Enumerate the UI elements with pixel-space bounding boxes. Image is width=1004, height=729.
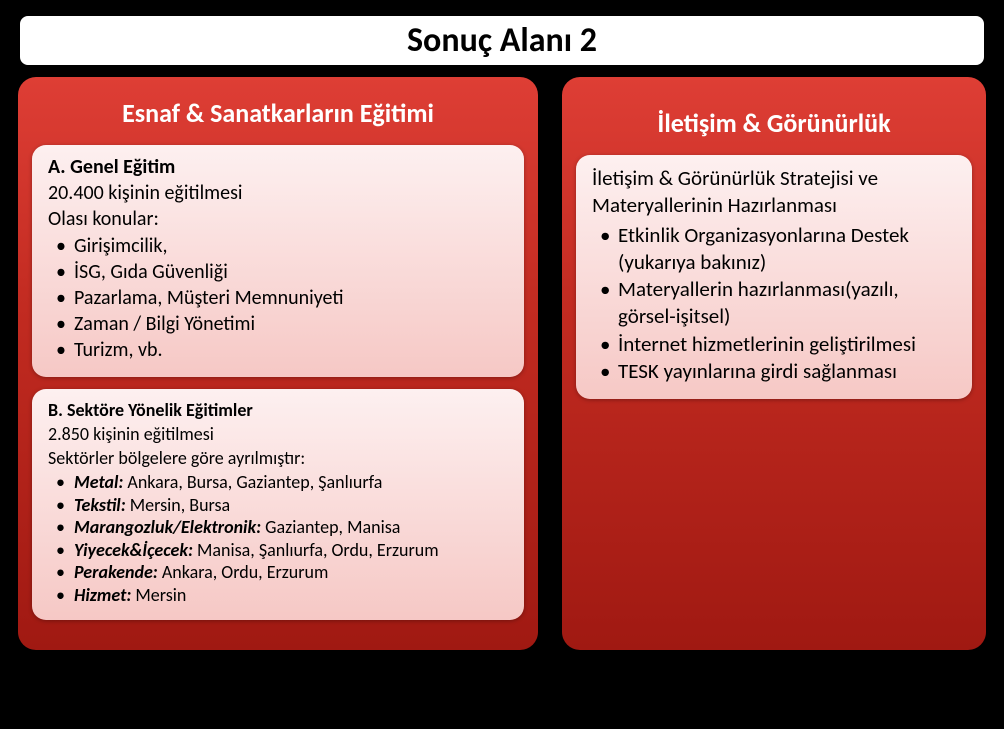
page-title: Sonuç Alanı 2 <box>20 20 984 61</box>
list-item: Etkinlik Organizasyonlarına Destek (yuka… <box>598 222 956 277</box>
sector-text: Mersin <box>131 584 186 606</box>
header-bar: Sonuç Alanı 2 <box>18 14 986 67</box>
sector-item: Perakende: Ankara, Ordu, Erzurum <box>54 561 508 584</box>
sector-text: Manisa, Şanlıurfa, Ordu, Erzurum <box>193 539 439 561</box>
card-a: A. Genel Eğitim 20.400 kişinin eğitilmes… <box>32 145 524 377</box>
sector-item: Metal: Ankara, Bursa, Gaziantep, Şanlıur… <box>54 471 508 494</box>
list-item: TESK yayınlarına girdi sağlanması <box>598 358 956 385</box>
card-b-heading: B. Sektöre Yönelik Eğitimler <box>48 399 508 421</box>
sector-label: Tekstil: <box>74 494 126 516</box>
column-right: İletişim & Görünürlük İletişim & Görünür… <box>562 77 986 650</box>
list-item: Materyallerin hazırlanması(yazılı, görse… <box>598 276 956 331</box>
list-item: İnternet hizmetlerinin geliştirilmesi <box>598 331 956 358</box>
card-b-line2: Sektörler bölgelere göre ayrılmıştır: <box>48 447 508 469</box>
card-a-heading: A. Genel Eğitim <box>48 155 508 179</box>
right-column-title: İletişim & Görünürlük <box>576 107 972 139</box>
card-right-bullets: Etkinlik Organizasyonlarına Destek (yuka… <box>592 222 956 386</box>
sector-item: Hizmet: Mersin <box>54 584 508 607</box>
list-item: Pazarlama, Müşteri Memnuniyeti <box>54 285 508 311</box>
card-right: İletişim & Görünürlük Stratejisi ve Mate… <box>576 155 972 399</box>
card-a-bullets: Girişimcilik, İSG, Gıda Güvenliği Pazarl… <box>48 233 508 363</box>
sector-label: Yiyecek&İçecek: <box>74 539 193 561</box>
column-left: Esnaf & Sanatkarların Eğitimi A. Genel E… <box>18 77 538 650</box>
sector-item: Marangozluk/Elektronik: Gaziantep, Manis… <box>54 516 508 539</box>
sector-item: Yiyecek&İçecek: Manisa, Şanlıurfa, Ordu,… <box>54 539 508 562</box>
sector-label: Hizmet: <box>74 584 131 606</box>
card-b-sectors: Metal: Ankara, Bursa, Gaziantep, Şanlıur… <box>48 471 508 606</box>
list-item: Zaman / Bilgi Yönetimi <box>54 311 508 337</box>
sector-text: Ankara, Bursa, Gaziantep, Şanlıurfa <box>123 471 382 493</box>
card-b-line1: 2.850 kişinin eğitilmesi <box>48 423 508 445</box>
sector-item: Tekstil: Mersin, Bursa <box>54 494 508 517</box>
list-item: Girişimcilik, <box>54 233 508 259</box>
columns-wrap: Esnaf & Sanatkarların Eğitimi A. Genel E… <box>0 77 1004 650</box>
card-a-line2: Olası konular: <box>48 207 508 231</box>
sector-label: Marangozluk/Elektronik: <box>74 516 261 538</box>
sector-label: Metal: <box>74 471 123 493</box>
card-a-line1: 20.400 kişinin eğitilmesi <box>48 181 508 205</box>
card-right-intro: İletişim & Görünürlük Stratejisi ve Mate… <box>592 165 956 220</box>
left-column-title: Esnaf & Sanatkarların Eğitimi <box>32 97 524 129</box>
sector-text: Mersin, Bursa <box>126 494 230 516</box>
sector-label: Perakende: <box>74 561 158 583</box>
sector-text: Gaziantep, Manisa <box>261 516 400 538</box>
list-item: İSG, Gıda Güvenliği <box>54 259 508 285</box>
list-item: Turizm, vb. <box>54 337 508 363</box>
sector-text: Ankara, Ordu, Erzurum <box>158 561 329 583</box>
card-b: B. Sektöre Yönelik Eğitimler 2.850 kişin… <box>32 389 524 620</box>
